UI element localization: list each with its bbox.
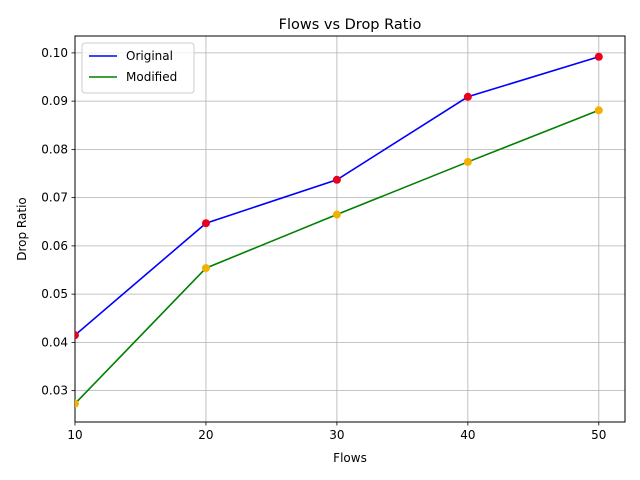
legend: Original Modified [81, 42, 195, 94]
data-point-modified [75, 399, 79, 408]
y-tick-label: 0.09 [41, 94, 68, 108]
data-point-modified [332, 210, 341, 219]
x-tick-label: 10 [67, 428, 82, 442]
plot-frame [74, 35, 626, 423]
y-axis-label: Drop Ratio [15, 197, 29, 261]
legend-label-modified: Modified [126, 70, 177, 84]
axis-ticks: 10 20 30 40 50 0.03 0.04 0.05 0.06 0.07 0.08 0.09 0.… [41, 46, 606, 442]
series-original [75, 52, 603, 340]
y-tick-label: 0.05 [41, 287, 68, 301]
data-point-original [594, 52, 603, 61]
data-point-original [463, 92, 472, 101]
y-tick-label: 0.04 [41, 335, 68, 349]
data-point-original [332, 175, 341, 184]
data-point-original [75, 331, 79, 340]
data-point-modified [201, 264, 210, 273]
x-tick-label: 40 [460, 428, 475, 442]
grid [74, 36, 625, 422]
y-tick-label: 0.10 [41, 46, 68, 60]
data-point-original [201, 219, 210, 228]
y-tick-label: 0.08 [41, 142, 68, 156]
series-modified [75, 106, 603, 408]
legend-label-original: Original [126, 49, 173, 63]
x-tick-label: 20 [198, 428, 213, 442]
chart-title: Flows vs Drop Ratio [279, 17, 422, 33]
x-tick-label: 30 [329, 428, 344, 442]
series [75, 52, 603, 408]
data-point-modified [463, 157, 472, 166]
y-tick-label: 0.06 [41, 239, 68, 253]
y-tick-label: 0.03 [41, 384, 68, 398]
x-axis-label: Flows [333, 451, 367, 465]
x-tick-label: 50 [591, 428, 606, 442]
data-point-modified [594, 106, 603, 115]
y-tick-label: 0.07 [41, 191, 68, 205]
